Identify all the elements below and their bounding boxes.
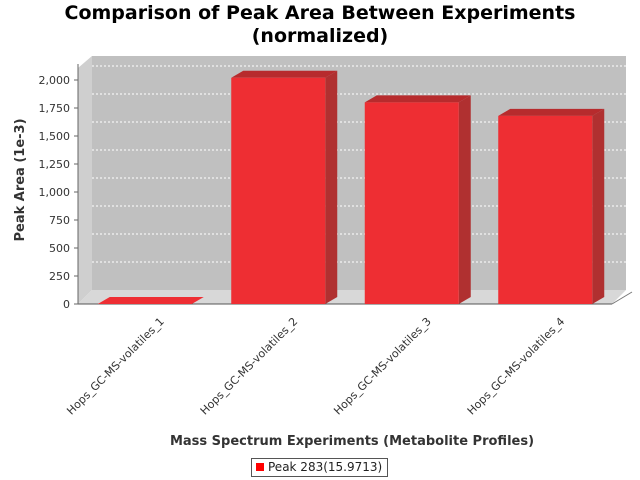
bar-front-face (364, 102, 459, 305)
plot-area (78, 56, 633, 305)
y-tick-label: 750 (49, 214, 70, 227)
bar-side-face (458, 95, 471, 305)
y-tick-label: 1,500 (39, 130, 71, 143)
y-tick-label: 250 (49, 270, 70, 283)
x-tick-label: Hops_GC-MS-volatiles_2 (198, 315, 301, 418)
bar (498, 108, 605, 304)
x-tick-label: Hops_GC-MS-volatiles_3 (331, 315, 434, 418)
legend-swatch (256, 463, 264, 471)
bar-front-face (498, 115, 593, 304)
y-axis: 0 250 500 750 1,000 1,250 1,500 1,750 2,000 (39, 64, 79, 311)
chart-title-line-1: Comparison of Peak Area Between Experime… (64, 2, 576, 24)
bar-side-face (325, 70, 338, 304)
bar (364, 95, 471, 305)
bar-top-face (231, 70, 338, 78)
x-tick-label: Hops_GC-MS-volatiles_1 (64, 315, 167, 418)
y-tick-label: 1,750 (39, 102, 71, 115)
plot-left-wall (78, 56, 92, 304)
floor-edge (611, 291, 633, 305)
legend: Peak 283(15.9713) (251, 458, 389, 477)
y-tick-label: 1,000 (39, 186, 71, 199)
x-axis-title: Mass Spectrum Experiments (Metabolite Pr… (170, 434, 534, 449)
legend-label: Peak 283(15.9713) (268, 460, 383, 474)
bar (97, 297, 204, 304)
x-tick-label: Hops_GC-MS-volatiles_4 (465, 315, 568, 418)
bars (97, 70, 605, 305)
bar-flat-face (97, 297, 204, 304)
y-tick-label: 500 (49, 242, 70, 255)
bar-front-face (231, 77, 326, 304)
x-axis: Hops_GC-MS-volatiles_1 Hops_GC-MS-volatil… (64, 315, 567, 418)
y-axis-title: Peak Area (1e-3) (13, 118, 28, 241)
y-tick-label: 0 (63, 298, 70, 311)
bar (231, 70, 338, 304)
y-tick-label: 2,000 (39, 74, 71, 87)
chart-title-line-2: (normalized) (251, 25, 389, 47)
chart-title: Comparison of Peak Area Between Experime… (0, 2, 640, 48)
bar-top-face (498, 108, 605, 116)
bar-top-face (364, 95, 471, 103)
y-tick-label: 1,250 (39, 158, 71, 171)
plot-back-wall (92, 56, 626, 290)
plot-floor (78, 290, 626, 304)
bar-side-face (592, 108, 605, 304)
